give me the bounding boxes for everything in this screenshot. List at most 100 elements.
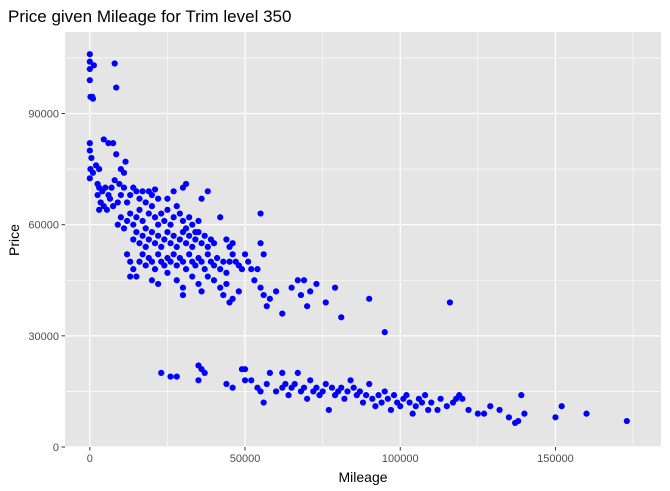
y-tick-label: 90000	[28, 109, 59, 121]
data-point	[297, 291, 305, 299]
data-point	[418, 399, 426, 406]
data-point	[86, 147, 93, 154]
data-point	[304, 303, 311, 310]
data-point	[151, 266, 159, 273]
data-point	[480, 410, 488, 417]
data-point	[307, 288, 314, 295]
data-point	[148, 258, 156, 265]
data-point	[105, 140, 112, 147]
data-point	[182, 180, 190, 188]
data-point	[133, 273, 140, 280]
data-point	[106, 195, 114, 202]
data-point	[145, 210, 152, 217]
data-point	[96, 166, 103, 173]
data-point	[179, 284, 187, 291]
data-point	[176, 236, 183, 243]
data-point	[465, 406, 472, 414]
data-point	[170, 232, 177, 239]
data-point	[359, 399, 367, 406]
x-tick-label: 150000	[537, 453, 574, 465]
data-point	[110, 140, 117, 147]
data-point	[89, 95, 97, 102]
data-point	[260, 399, 267, 406]
data-point	[139, 232, 146, 239]
data-point	[204, 188, 211, 195]
data-point	[378, 399, 385, 406]
y-tick-label: 0	[53, 442, 59, 454]
data-point	[322, 380, 329, 388]
data-point	[114, 199, 121, 206]
data-point	[179, 217, 187, 225]
data-point	[88, 154, 95, 162]
data-point	[403, 392, 410, 399]
data-point	[217, 214, 224, 221]
data-point	[120, 169, 128, 176]
data-point	[425, 406, 432, 414]
data-point	[186, 214, 193, 221]
data-point	[139, 188, 146, 195]
data-point	[86, 175, 93, 182]
data-point	[356, 388, 363, 395]
data-point	[257, 240, 264, 247]
data-point	[387, 406, 395, 414]
data-point	[204, 243, 211, 251]
data-point	[100, 136, 107, 143]
data-point	[235, 288, 242, 295]
data-point	[148, 228, 156, 236]
chart-title: Price given Mileage for Trim level 350	[8, 7, 291, 26]
data-points	[86, 51, 630, 427]
data-point	[89, 169, 97, 176]
data-point	[167, 240, 174, 247]
data-point	[210, 277, 218, 284]
data-point	[257, 388, 264, 395]
data-point	[518, 392, 525, 399]
data-point	[350, 384, 357, 391]
data-point	[223, 380, 230, 388]
data-point	[583, 410, 590, 417]
data-point	[167, 258, 174, 265]
data-point	[142, 199, 149, 206]
data-point	[210, 240, 218, 247]
data-point	[288, 284, 295, 291]
data-point	[263, 303, 270, 310]
data-point	[164, 269, 171, 276]
data-point	[223, 280, 230, 288]
data-point	[86, 51, 93, 58]
data-point	[86, 77, 93, 84]
data-point	[173, 243, 180, 251]
data-point	[313, 280, 320, 288]
data-point	[151, 240, 159, 247]
data-point	[145, 236, 152, 243]
axis-ticks: 0 50000 100000 150000 0 30000 60000 90000	[28, 109, 573, 465]
data-point	[331, 284, 339, 291]
data-point	[186, 251, 193, 258]
data-point	[148, 191, 156, 199]
data-point	[170, 214, 177, 221]
data-point	[167, 373, 174, 380]
data-point	[260, 291, 267, 299]
data-point	[412, 403, 419, 410]
data-point	[189, 243, 196, 251]
data-point	[366, 295, 373, 302]
data-point	[344, 388, 351, 395]
data-point	[192, 236, 199, 243]
data-point	[198, 195, 205, 202]
data-point	[195, 280, 202, 288]
data-point	[294, 369, 301, 376]
data-point	[279, 369, 286, 376]
data-point	[223, 236, 230, 243]
data-point	[170, 251, 177, 258]
data-point	[164, 195, 171, 202]
data-point	[111, 60, 118, 67]
data-point	[226, 299, 233, 306]
data-point	[204, 251, 211, 258]
data-point	[136, 258, 143, 265]
data-point	[148, 277, 156, 284]
data-point	[372, 403, 379, 410]
data-point	[133, 188, 140, 195]
data-point	[291, 380, 298, 388]
data-point	[266, 295, 273, 302]
data-point	[123, 217, 131, 225]
data-point	[161, 236, 168, 243]
data-point	[214, 254, 221, 262]
